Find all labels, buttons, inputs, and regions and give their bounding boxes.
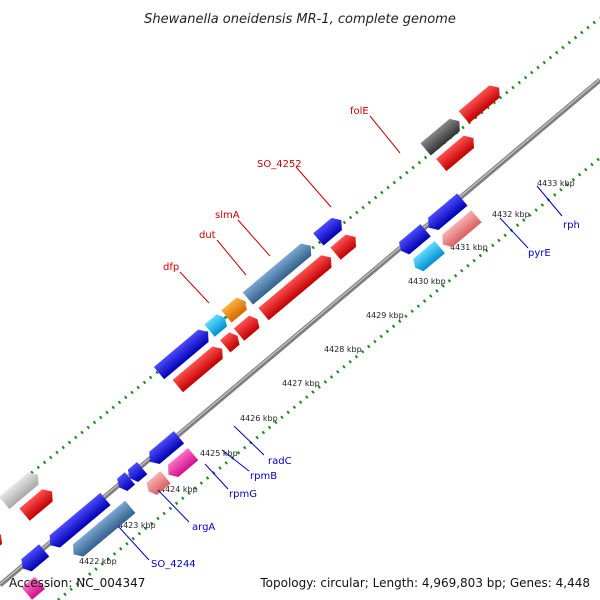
feature-track <box>0 82 505 600</box>
gene-arrow[interactable] <box>438 210 482 251</box>
label-leader-line <box>237 219 271 257</box>
label-leader-line <box>216 239 247 276</box>
gene-arrow[interactable] <box>436 132 478 172</box>
gene-label-dfp[interactable]: dfp <box>163 262 179 273</box>
label-leader-line <box>499 217 529 249</box>
gene-label-rph[interactable]: rph <box>563 220 580 231</box>
gene-arrow[interactable] <box>0 528 6 553</box>
gene-arrow[interactable] <box>125 462 148 485</box>
gene-arrow[interactable] <box>396 224 431 257</box>
accession-text: Accession: NC_004347 <box>9 576 145 590</box>
label-leader-line <box>233 425 265 456</box>
gene-label-pyrE[interactable]: pyrE <box>528 248 551 259</box>
gene-arrow[interactable] <box>144 471 171 497</box>
tick-label: 4428 kbp <box>324 345 362 354</box>
gene-arrow[interactable] <box>258 251 336 321</box>
tick-label: 4424 kbp <box>160 485 198 494</box>
gene-arrow[interactable] <box>114 472 136 493</box>
gene-arrow[interactable] <box>45 492 111 552</box>
tick-label: 4422 kbp <box>79 557 117 566</box>
gene-arrow[interactable] <box>424 193 468 234</box>
label-leader-line <box>369 115 401 154</box>
gene-arrow[interactable] <box>420 115 464 156</box>
label-leader-line <box>204 463 229 490</box>
label-leader-line <box>179 271 210 304</box>
gene-arrow[interactable] <box>172 343 228 393</box>
label-leader-line <box>157 489 190 523</box>
gene-arrow[interactable] <box>68 500 136 561</box>
kbp-tick-labels: 4422 kbp 4423 kbp 4424 kbp 4425 kbp 4426… <box>79 179 575 566</box>
gene-label-folE[interactable]: folE <box>350 106 369 117</box>
label-leader-line <box>221 449 250 472</box>
gene-arrow[interactable] <box>153 326 213 380</box>
gene-label-SO_4252[interactable]: SO_4252 <box>257 159 302 170</box>
gene-arrow[interactable] <box>0 469 43 510</box>
tick-label: 4431 kbp <box>450 243 488 252</box>
tick-label: 4433 kbp <box>537 179 575 188</box>
topology-summary: Topology: circular; Length: 4,969,803 bp… <box>259 576 590 590</box>
gene-arrow[interactable] <box>313 214 346 246</box>
tick-label: 4425 kbp <box>200 449 238 458</box>
label-leader-line <box>536 185 563 217</box>
tick-label: 4429 kbp <box>366 311 404 320</box>
tick-label: 4426 kbp <box>240 414 278 423</box>
gene-label-radC[interactable]: radC <box>268 456 292 467</box>
gene-arrow[interactable] <box>163 448 199 481</box>
gene-arrow[interactable] <box>21 576 46 600</box>
gene-label-rpmG[interactable]: rpmG <box>229 489 257 500</box>
tick-label: 4423 kbp <box>118 521 156 530</box>
gene-label-slmA[interactable]: slmA <box>215 210 240 221</box>
map-title: Shewanella oneidensis MR-1, complete gen… <box>144 12 456 27</box>
label-leader-line <box>295 166 332 208</box>
gene-arrow[interactable] <box>233 313 263 341</box>
gene-label-dut[interactable]: dut <box>199 230 216 241</box>
gene-arrow[interactable] <box>145 431 185 468</box>
gene-label-SO_4244[interactable]: SO_4244 <box>151 559 196 570</box>
gene-arrow[interactable] <box>410 241 445 274</box>
tick-label: 4430 kbp <box>408 277 446 286</box>
forward-gene-labels: dfp dut slmA SO_4252 folE <box>163 106 401 304</box>
gene-arrow[interactable] <box>330 231 360 260</box>
tick-label: 4427 kbp <box>282 379 320 388</box>
gene-arrow[interactable] <box>242 240 316 305</box>
gene-arrow[interactable] <box>18 544 50 574</box>
gene-label-rpmB[interactable]: rpmB <box>250 471 277 482</box>
gene-arrow[interactable] <box>220 330 243 353</box>
gene-arrow[interactable] <box>204 312 230 337</box>
gene-label-argA[interactable]: argA <box>192 522 215 533</box>
gene-arrow[interactable] <box>221 295 250 323</box>
gene-arrow[interactable] <box>458 82 505 124</box>
label-leader-line <box>117 525 150 561</box>
tick-label: 4432 kbp <box>492 210 530 219</box>
reverse-gene-labels: SO_4244 argA rpmG rpmB radC pyrE rph <box>117 185 580 570</box>
gene-arrow[interactable] <box>19 485 57 521</box>
